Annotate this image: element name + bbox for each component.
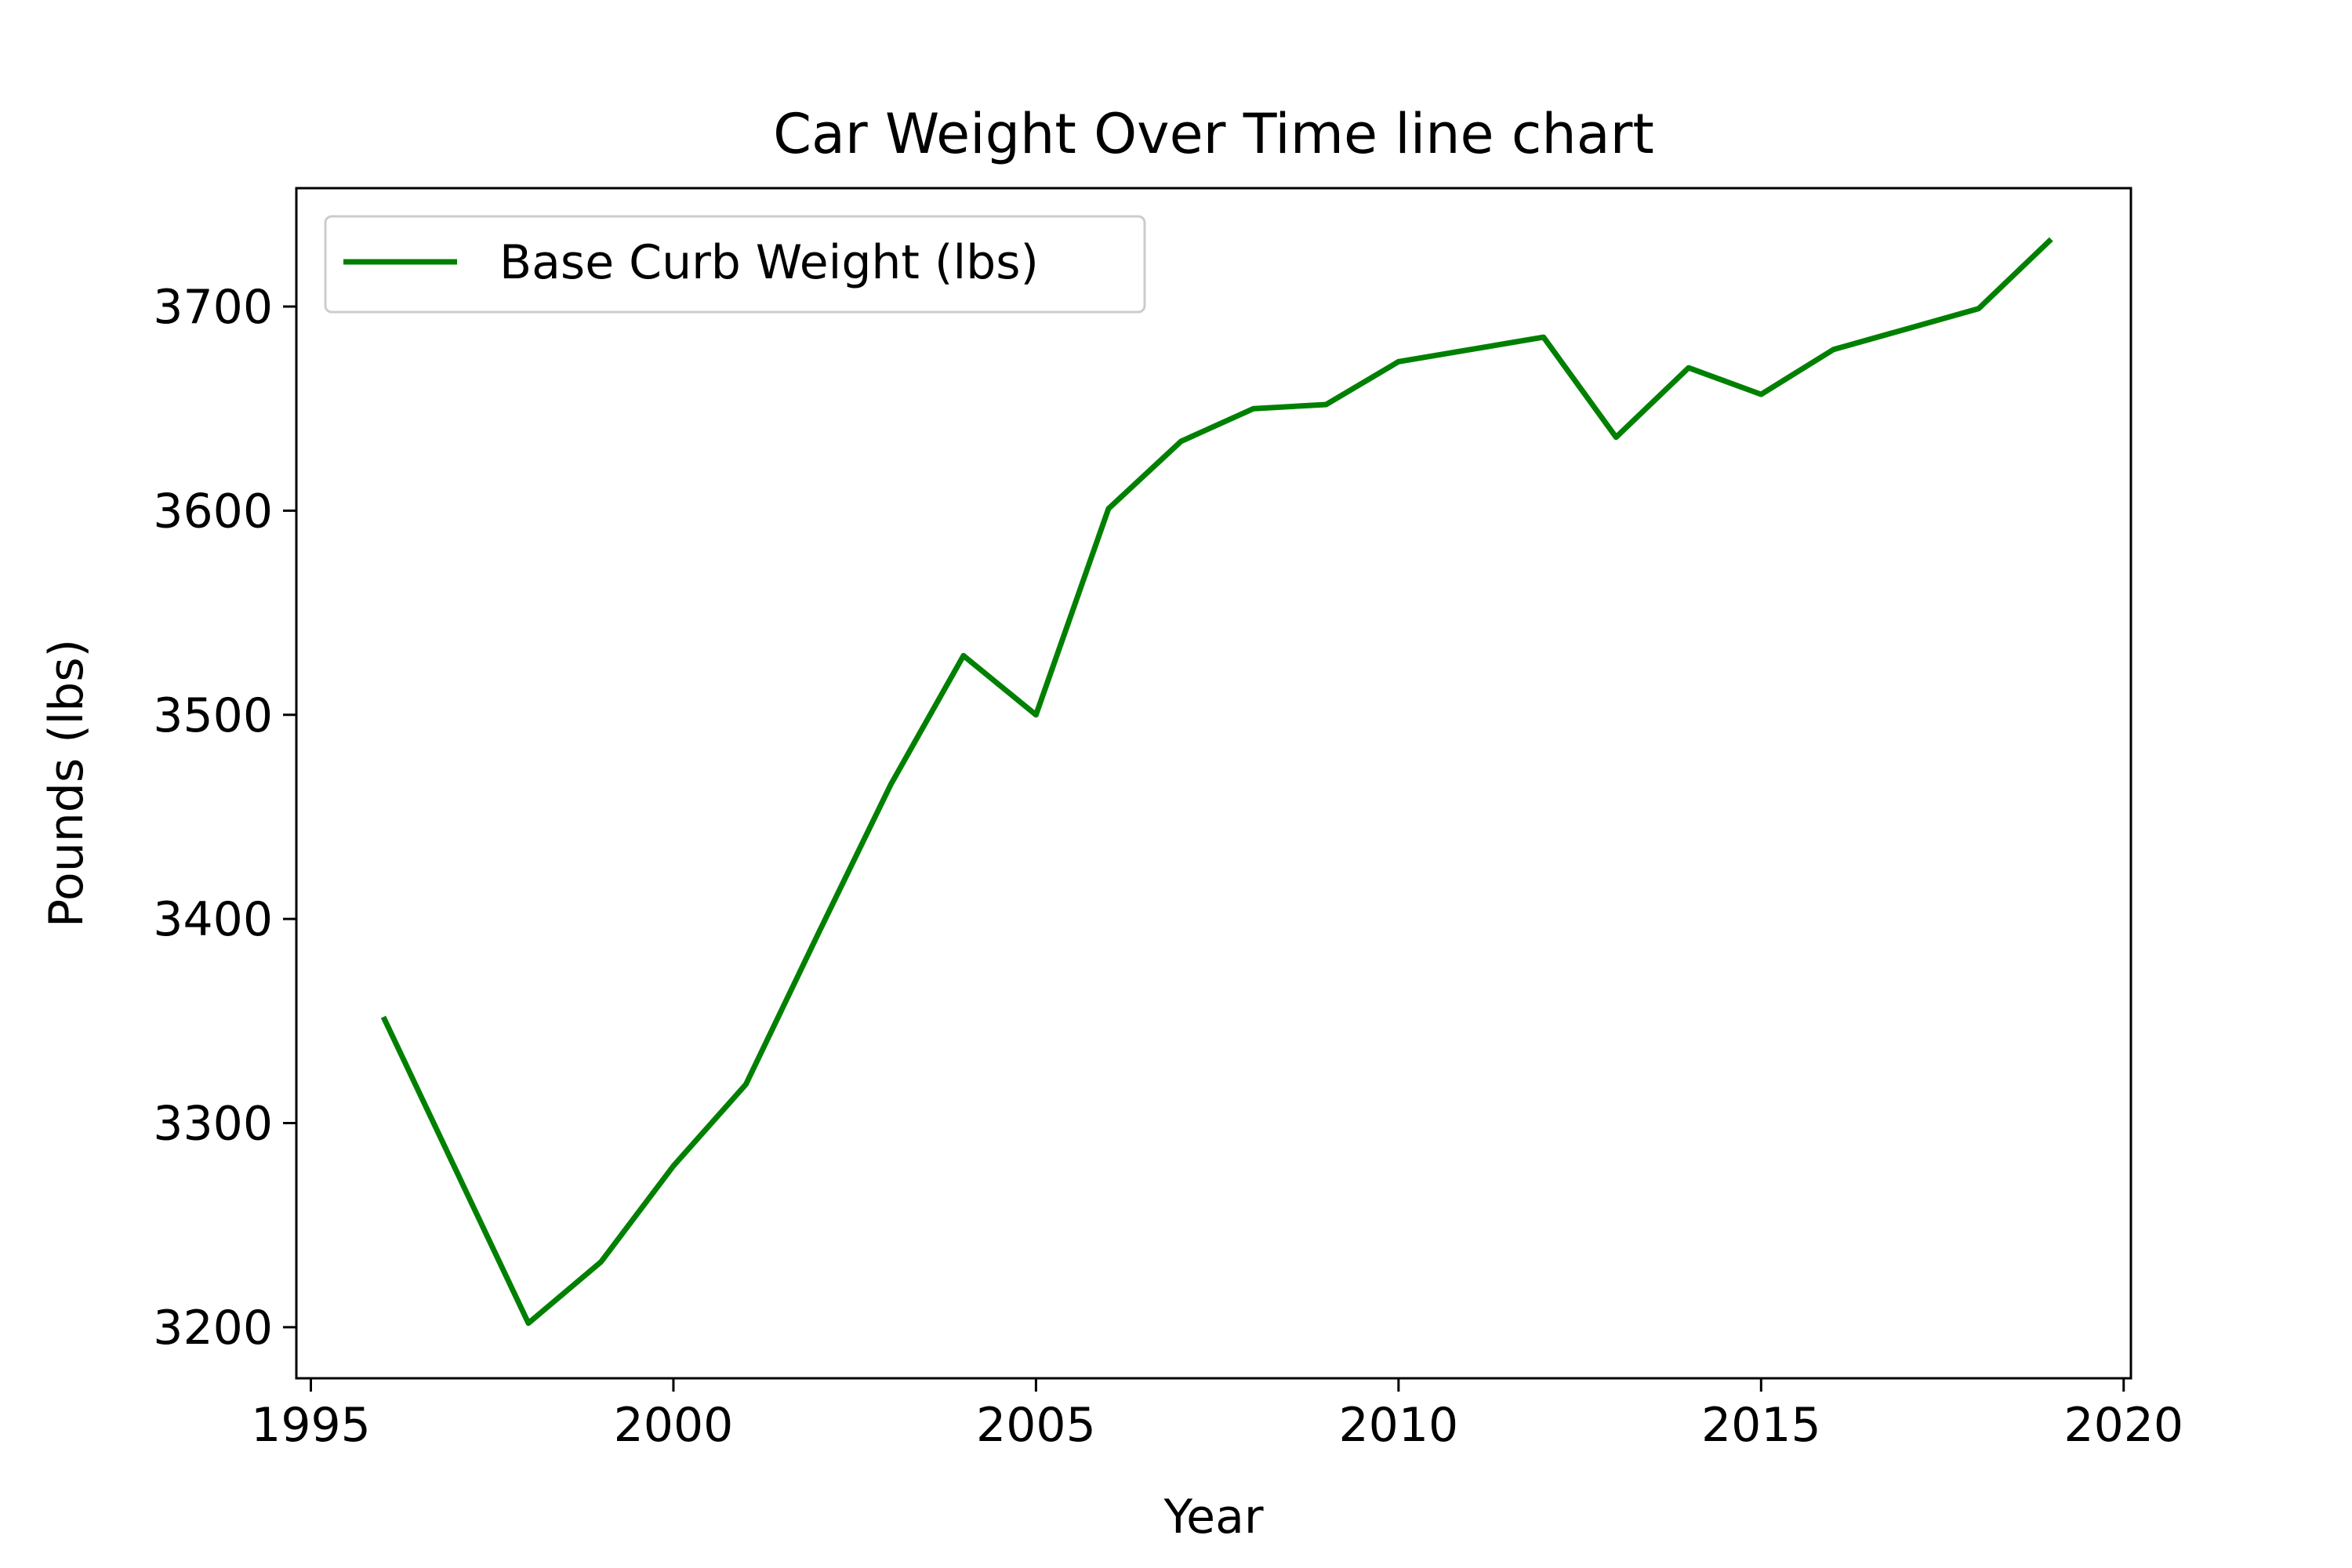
y-tick-label: 3700 [153, 280, 273, 335]
axis-ticks: 1995 2000 2005 2010 2015 2020 3200 3300 3400 3500… [153, 280, 2183, 1453]
legend: Base Curb Weight (lbs) [324, 215, 1146, 314]
x-tick-label: 1995 [251, 1398, 371, 1453]
y-tick-label: 3400 [153, 892, 273, 947]
x-tick-label: 2020 [2063, 1398, 2183, 1453]
chart-title: Car Weight Over Time line chart [773, 102, 1654, 166]
legend-label-base-curb-weight: Base Curb Weight (lbs) [499, 235, 1039, 290]
x-tick-label: 2010 [1338, 1398, 1458, 1453]
y-tick-label: 3500 [153, 688, 273, 743]
legend-box [324, 215, 1146, 314]
y-axis-label: Pounds (lbs) [39, 639, 94, 927]
series-line-base-curb-weight [380, 237, 2053, 1327]
y-tick-label: 3600 [153, 484, 273, 539]
x-tick-label: 2005 [976, 1398, 1096, 1453]
x-axis-label: Year [1163, 1490, 1263, 1544]
axes-frame [295, 187, 2132, 1380]
y-tick-label: 3200 [153, 1301, 273, 1356]
y-tick-label: 3300 [153, 1097, 273, 1152]
x-tick-label: 2015 [1701, 1398, 1821, 1453]
plot-area-content [380, 237, 2053, 1327]
x-tick-label: 2000 [614, 1398, 734, 1453]
